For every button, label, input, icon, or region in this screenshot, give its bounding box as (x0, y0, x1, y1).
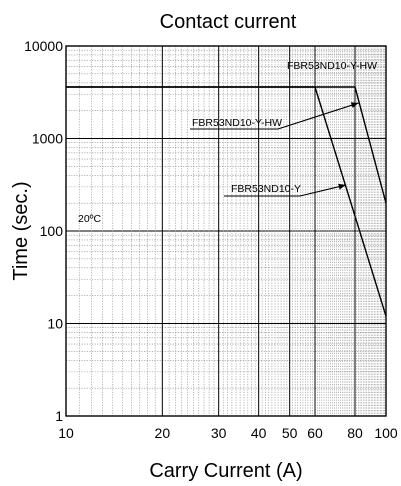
series-label-hw-top: FBR53ND10-Y-HW (287, 60, 377, 72)
x-tick-label: 40 (251, 425, 267, 441)
leader-arrowhead-hw (350, 102, 359, 108)
x-tick-label: 30 (211, 425, 227, 441)
x-tick-label: 80 (347, 425, 363, 441)
y-tick-label: 10000 (24, 38, 63, 54)
annotations: 20ºC FBR53ND10-Y-HW FBR53ND10-Y-HW FBR53ND1… (78, 60, 377, 225)
series-label-y: FBR53ND10-Y (231, 183, 301, 195)
series-line-1 (66, 86, 387, 204)
plot-frame (65, 45, 387, 417)
y-tick-label: 1 (55, 408, 63, 424)
series-line-2 (66, 86, 387, 317)
x-tick-label: 10 (58, 425, 74, 441)
temperature-label: 20ºC (78, 213, 102, 225)
x-tick-label: 50 (282, 425, 298, 441)
y-tick-label: 10 (47, 316, 63, 332)
y-tick-label: 100 (40, 223, 64, 239)
x-tick-label: 100 (374, 425, 398, 441)
leader-line-y (299, 184, 346, 197)
chart-title: Contact current (160, 11, 297, 33)
curves (66, 86, 387, 317)
y-tick-label: 1000 (32, 131, 63, 147)
series-label-hw: FBR53ND10-Y-HW (192, 117, 282, 129)
x-tick-label: 20 (155, 425, 171, 441)
x-axis-title: Carry Current (A) (149, 460, 302, 482)
leader-line-hw (277, 102, 359, 130)
x-tick-label: 60 (307, 425, 323, 441)
leader-arrowhead-y (338, 183, 346, 190)
grid (66, 46, 386, 416)
y-axis-title: Time (sec.) (10, 181, 32, 280)
